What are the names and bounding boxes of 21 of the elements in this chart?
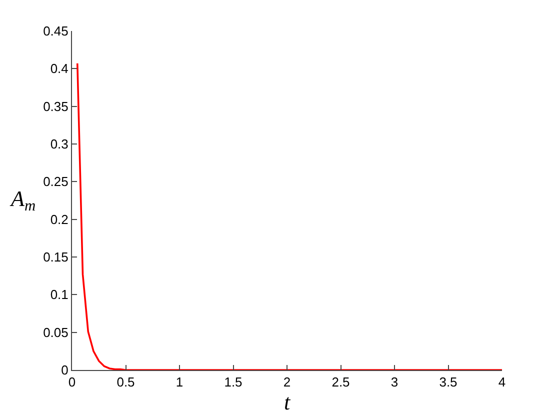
y-tick-label: 0.2 — [50, 212, 68, 227]
y-tick-label: 0.05 — [43, 324, 68, 340]
x-tick-label: 0.5 — [116, 374, 135, 390]
y-tick-label: 0.35 — [43, 98, 68, 114]
y-axis-title: A$_{m}$ — [9, 186, 36, 215]
y-tick-label: 0.25 — [43, 174, 68, 190]
x-tick-label: 3 — [390, 374, 398, 390]
x-tick-label: 2 — [283, 374, 291, 390]
y-tick-label: 0.45 — [43, 24, 68, 39]
y-tick-label: 0.15 — [43, 250, 68, 265]
x-axis-title: t — [284, 390, 291, 415]
x-tick-label: 2.5 — [332, 374, 350, 390]
y-tick-label: 0 — [61, 362, 68, 378]
x-tick-label: 3.5 — [439, 374, 458, 390]
line-series — [76, 62, 502, 370]
y-tick-label: 0.1 — [50, 287, 68, 302]
y-tick-label: 0.3 — [50, 136, 68, 152]
x-tick-label: 4 — [498, 374, 506, 390]
x-tick-label: 1 — [176, 374, 184, 390]
y-tick-label: 0.4 — [50, 61, 68, 76]
x-tick-label: 1.5 — [224, 374, 242, 390]
